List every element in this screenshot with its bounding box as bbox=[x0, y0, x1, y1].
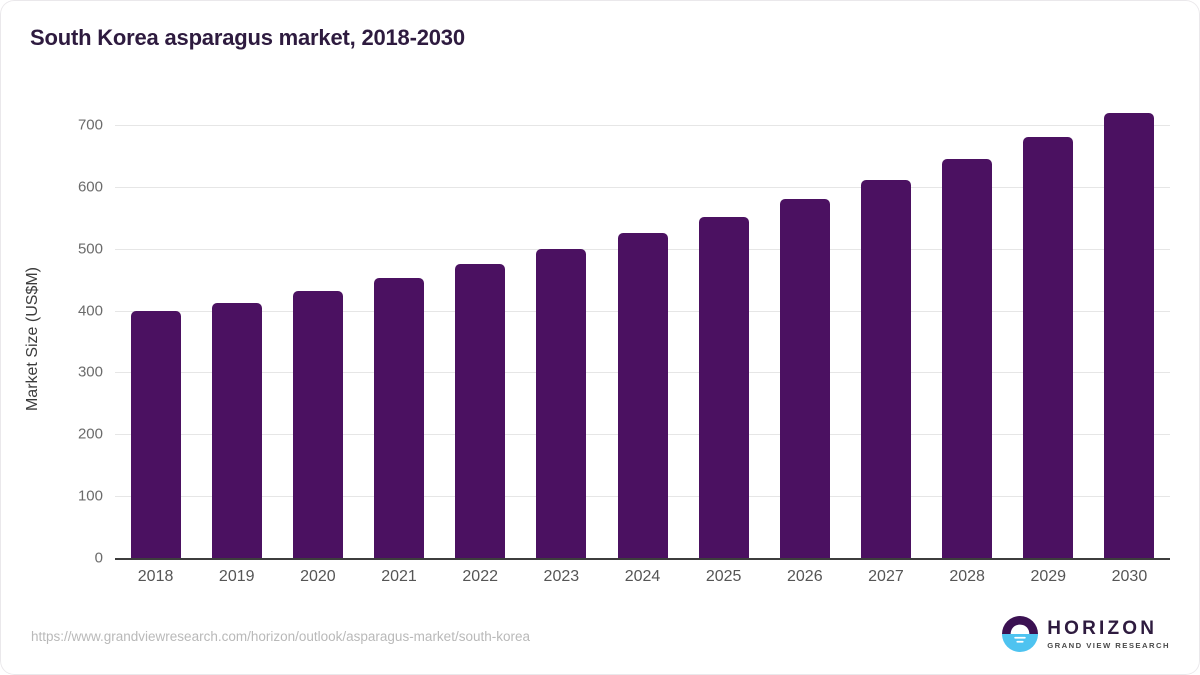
source-url[interactable]: https://www.grandviewresearch.com/horizo… bbox=[31, 629, 530, 644]
horizon-sun-circle-icon bbox=[1002, 616, 1039, 652]
bar-2028[interactable] bbox=[942, 159, 993, 558]
bar-series bbox=[115, 0, 1170, 675]
bar-2023[interactable] bbox=[536, 248, 587, 558]
bar-2019[interactable] bbox=[211, 303, 262, 558]
y-tick-label: 600 bbox=[77, 178, 103, 196]
y-tick-label: 100 bbox=[77, 487, 103, 505]
bar-2029[interactable] bbox=[1023, 136, 1074, 558]
y-tick-label: 0 bbox=[94, 549, 103, 567]
x-tick-label-2019: 2019 bbox=[218, 568, 255, 585]
x-tick-label-2023: 2023 bbox=[543, 568, 580, 585]
y-tick-label: 500 bbox=[77, 240, 103, 258]
x-tick-label-2025: 2025 bbox=[705, 568, 742, 585]
logo-name: HORIZON bbox=[1047, 617, 1158, 639]
logo-wordmark: HORIZON GRAND VIEW RESEARCH bbox=[1047, 619, 1170, 650]
x-tick-label-2021: 2021 bbox=[381, 568, 417, 585]
x-tick-label-2024: 2024 bbox=[624, 568, 661, 585]
y-tick-label: 200 bbox=[77, 425, 103, 443]
x-tick-label-2022: 2022 bbox=[462, 568, 498, 585]
x-tick-label-2029: 2029 bbox=[1030, 568, 1067, 585]
bar-2018[interactable] bbox=[130, 310, 181, 558]
bar-2027[interactable] bbox=[860, 180, 911, 558]
horizon-logo: HORIZON GRAND VIEW RESEARCH bbox=[1002, 616, 1170, 652]
x-tick-label-2026: 2026 bbox=[787, 568, 823, 585]
bar-2020[interactable] bbox=[292, 290, 343, 558]
x-tick-label-2020: 2020 bbox=[300, 568, 336, 585]
x-tick-label-2028: 2028 bbox=[949, 568, 985, 585]
y-tick-label: 700 bbox=[77, 116, 103, 134]
y-tick-label: 400 bbox=[77, 302, 103, 320]
bar-2025[interactable] bbox=[698, 217, 749, 558]
bar-2030[interactable] bbox=[1104, 112, 1155, 558]
x-tick-label-2018: 2018 bbox=[137, 568, 174, 585]
bar-2024[interactable] bbox=[617, 233, 668, 558]
y-tick-label: 300 bbox=[77, 363, 103, 381]
gridline bbox=[115, 125, 1170, 126]
bar-2022[interactable] bbox=[455, 264, 506, 558]
x-tick-label-2030: 2030 bbox=[1111, 568, 1148, 585]
page-title: South Korea asparagus market, 2018-2030 bbox=[30, 25, 465, 50]
logo-tagline: GRAND VIEW RESEARCH bbox=[1047, 640, 1170, 650]
bar-2021[interactable] bbox=[374, 278, 425, 558]
x-tick-label-2027: 2027 bbox=[868, 568, 904, 585]
gridline bbox=[115, 186, 1170, 188]
bar-2026[interactable] bbox=[779, 199, 830, 558]
x-axis-baseline bbox=[115, 558, 1170, 560]
